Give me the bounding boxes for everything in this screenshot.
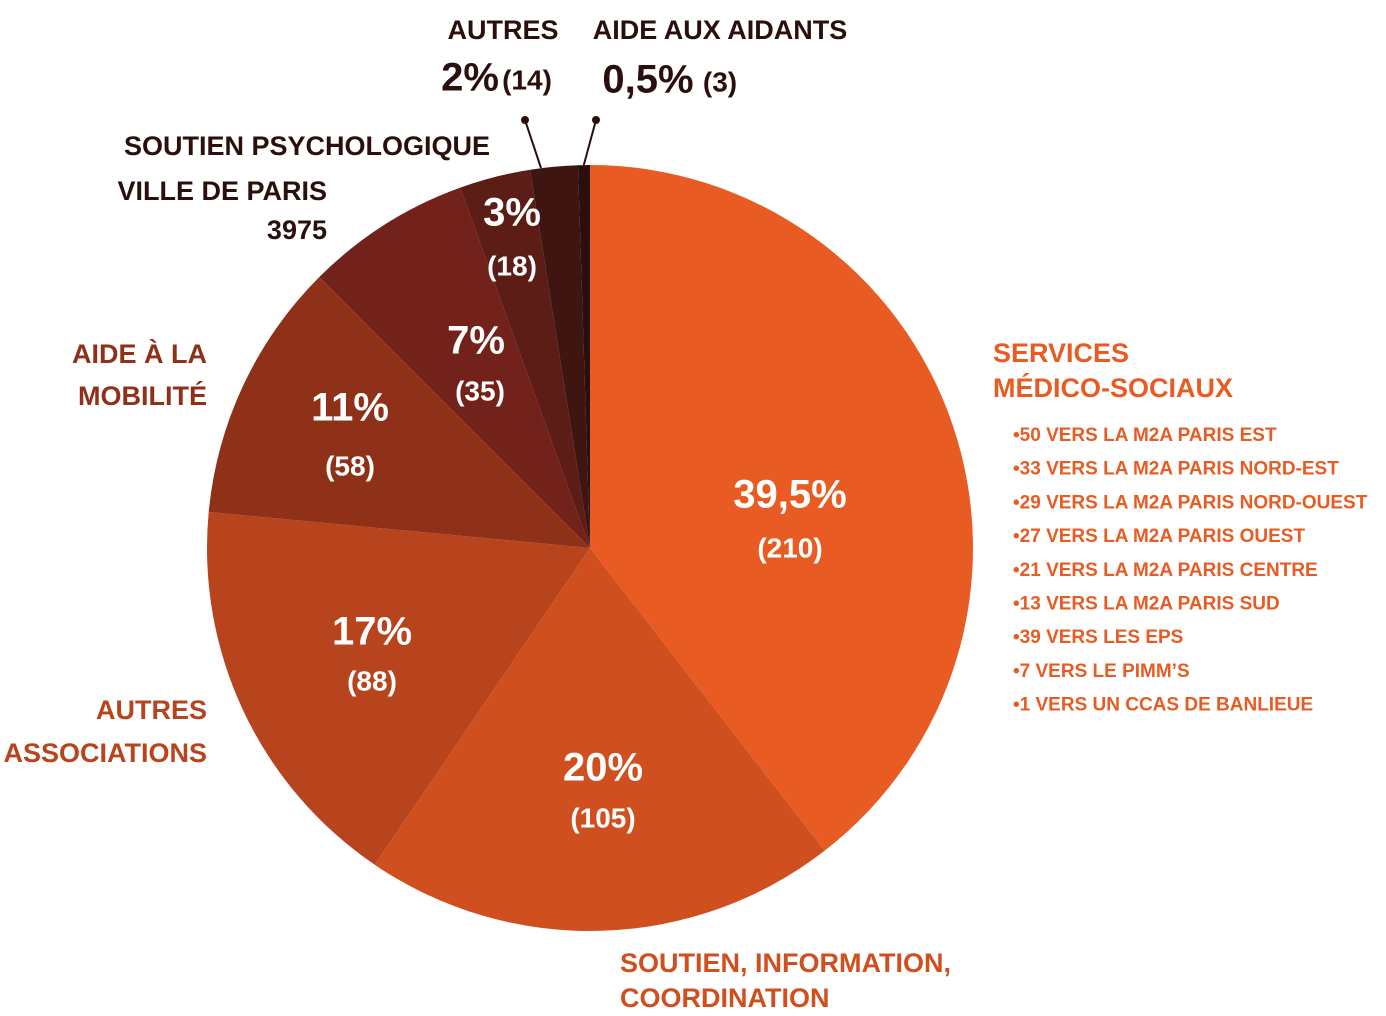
category-label: SOUTIEN, INFORMATION,	[620, 948, 951, 978]
category-label: AIDE À LA	[72, 338, 207, 369]
note-item: •21 VERS LA M2A PARIS CENTRE	[1013, 560, 1318, 581]
slice-count: (14)	[502, 64, 552, 95]
category-label: 3975	[267, 215, 327, 245]
note-item: •27 VERS LA M2A PARIS OUEST	[1013, 526, 1305, 547]
slice-percent: 7%	[447, 319, 505, 363]
pie-slice	[207, 511, 591, 865]
note-item: •29 VERS LA M2A PARIS NORD-OUEST	[1013, 492, 1368, 513]
category-label: SOUTIEN PSYCHOLOGIQUE	[124, 131, 490, 161]
note-item: •7 VERS LE PIMM’S	[1013, 661, 1190, 682]
category-label: COORDINATION	[620, 983, 830, 1013]
slice-percent: 3%	[483, 191, 541, 235]
slice-count: (18)	[487, 250, 537, 281]
leader-line	[582, 119, 597, 169]
slice-count: (88)	[347, 665, 397, 696]
category-label: VILLE DE PARIS	[117, 176, 327, 206]
category-label: AUTRES	[96, 695, 207, 725]
category-label: MÉDICO-SOCIAUX	[993, 372, 1233, 403]
category-label: AIDE AUX AIDANTS	[593, 15, 848, 45]
slice-percent: 39,5%	[733, 473, 846, 517]
slice-count: (35)	[455, 375, 505, 406]
leader-line	[524, 119, 542, 169]
slice-percent: 11%	[311, 386, 389, 430]
slice-percent: 17%	[332, 610, 412, 654]
note-item: •39 VERS LES EPS	[1013, 627, 1183, 648]
slice-percent: 20%	[563, 746, 643, 790]
pie-slice	[319, 187, 590, 548]
slice-count: (58)	[325, 450, 375, 481]
pie-slice	[590, 165, 974, 851]
note-item: •13 VERS LA M2A PARIS SUD	[1013, 594, 1280, 615]
leader-lines	[521, 116, 600, 169]
pie-slice	[577, 165, 590, 548]
leader-dot	[592, 116, 600, 124]
note-item: •1 VERS UN CCAS DE BANLIEUE	[1013, 695, 1313, 716]
category-label: SERVICES	[993, 338, 1129, 368]
pie-slice	[208, 277, 590, 548]
category-label: AUTRES	[447, 15, 558, 45]
slice-percent: 2%	[441, 56, 499, 100]
slice-count: (3)	[703, 66, 737, 97]
pie-slice	[460, 169, 590, 548]
pie	[207, 165, 974, 931]
note-item: •50 VERS LA M2A PARIS EST	[1013, 425, 1277, 446]
slice-count: (210)	[757, 532, 822, 563]
slice-count: (105)	[570, 802, 635, 833]
pie-slice	[530, 165, 590, 549]
category-label: ASSOCIATIONS	[3, 738, 207, 768]
category-label: MOBILITÉ	[78, 380, 207, 411]
pie-slice	[374, 548, 825, 931]
slice-percent: 0,5%	[602, 58, 693, 102]
note-item: •33 VERS LA M2A PARIS NORD-EST	[1013, 459, 1339, 480]
leader-dot	[521, 116, 529, 124]
